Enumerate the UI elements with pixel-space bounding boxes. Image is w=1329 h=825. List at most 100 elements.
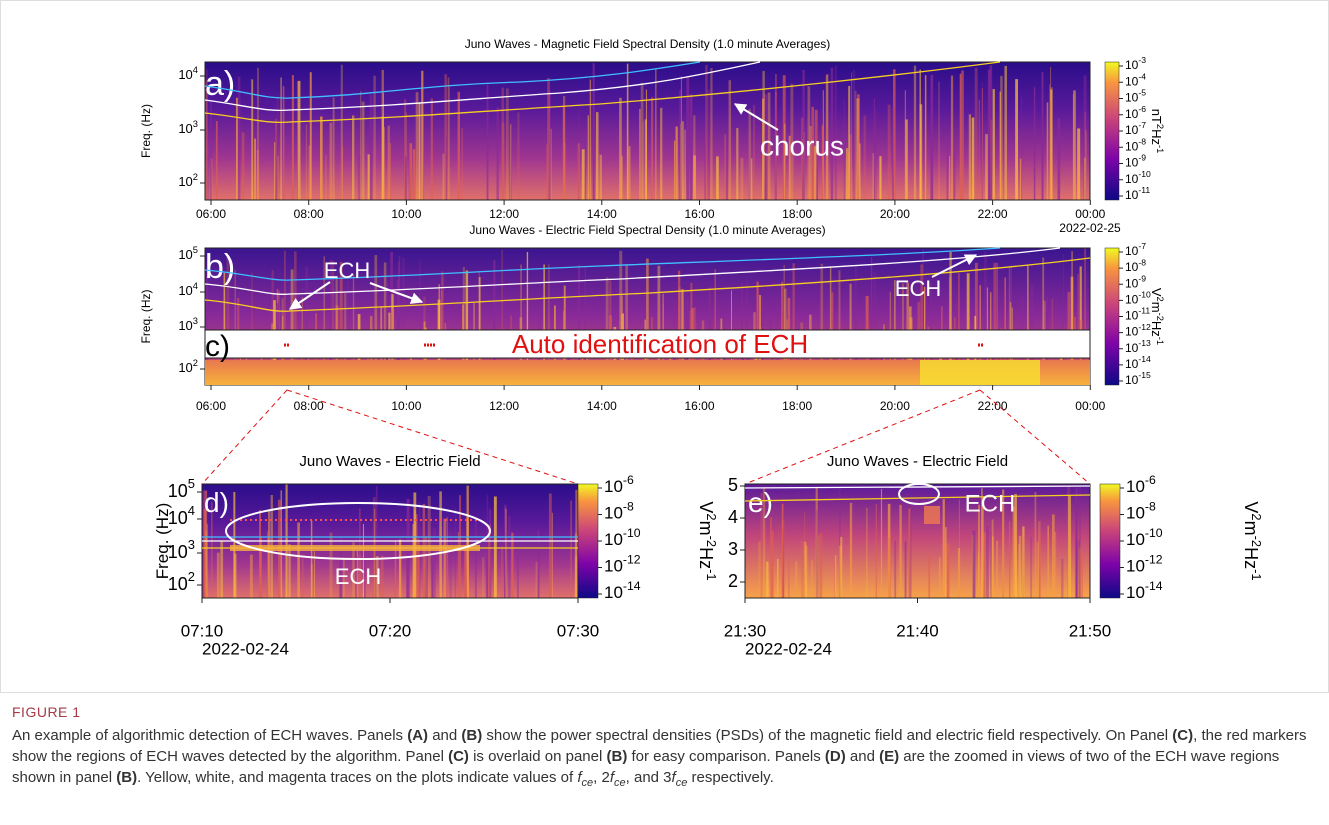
spectrogram-stripe xyxy=(508,515,511,598)
spectrogram-stripe xyxy=(892,106,894,200)
spectrogram-stripe xyxy=(1084,112,1086,200)
spectrogram-stripe xyxy=(259,509,262,598)
tick-exponent: -10 xyxy=(1138,169,1151,179)
spectrogram-stripe xyxy=(577,143,580,200)
spectrogram-stripe xyxy=(543,264,545,385)
spectrogram-stripe xyxy=(762,70,765,200)
spectrogram-stripe xyxy=(630,332,634,385)
tick-exponent: 4 xyxy=(193,65,198,75)
spectrogram-stripe xyxy=(441,271,444,385)
spectrogram-stripe xyxy=(482,557,485,598)
unit-base: nT xyxy=(1149,109,1164,124)
tick-base: 10 xyxy=(604,583,623,602)
spectrogram-stripe xyxy=(1027,264,1029,385)
spectrogram-stripe xyxy=(418,102,421,200)
spectrogram-stripe xyxy=(442,153,445,200)
colorbar-tick-label: 10-10 xyxy=(604,526,641,549)
spectrogram-stripe xyxy=(389,142,391,200)
spectrogram-stripe xyxy=(301,558,304,598)
spectrogram-stripe xyxy=(474,518,477,598)
spectrogram-stripe xyxy=(873,272,877,385)
spectrogram-stripe xyxy=(929,333,933,385)
tick-base: 10 xyxy=(1125,139,1139,153)
spectrogram-stripe xyxy=(404,156,407,200)
tick-base: 10 xyxy=(178,360,192,375)
spectrogram-stripe xyxy=(763,93,766,200)
tick-base: 10 xyxy=(1125,91,1139,105)
spectrogram-stripe xyxy=(866,507,868,598)
x-tick-label: 06:00 xyxy=(196,399,226,413)
x-tick-label: 06:00 xyxy=(196,207,226,221)
spectrogram-stripe xyxy=(849,502,853,598)
tick-base: 10 xyxy=(1125,341,1139,355)
zoom-connector xyxy=(201,389,288,485)
caption-segment: f xyxy=(609,769,615,786)
spectrogram-stripe xyxy=(362,524,365,598)
spectrogram-stripe xyxy=(920,264,924,385)
spectrogram-stripe xyxy=(811,106,815,200)
spectrogram-stripe xyxy=(839,545,843,598)
ech-band xyxy=(230,545,480,551)
spectrogram-stripe xyxy=(356,549,359,598)
spectrogram-stripe xyxy=(297,80,301,200)
spectrogram-stripe xyxy=(404,99,407,200)
tick-base: 10 xyxy=(1125,58,1139,72)
y-tick-label: 103 xyxy=(178,119,198,136)
spectrogram-stripe xyxy=(961,70,964,201)
spectrogram-stripe xyxy=(619,97,622,200)
tick-exponent: -6 xyxy=(1145,473,1156,487)
spectrogram-stripe xyxy=(578,265,580,385)
tick-exponent: -12 xyxy=(623,553,641,567)
spectrogram-stripe xyxy=(625,264,629,385)
spectrogram-stripe xyxy=(493,496,497,598)
spectrogram-stripe xyxy=(766,149,769,200)
unit-base: m xyxy=(696,521,716,536)
spectrogram-stripe xyxy=(251,79,254,200)
colorbar-tick-label: 10-8 xyxy=(1126,500,1156,523)
spectrogram-stripe xyxy=(843,98,846,200)
spectrogram-stripe xyxy=(811,560,813,598)
spectrogram-stripe xyxy=(775,74,777,200)
panel-label: e) xyxy=(748,487,773,518)
spectrogram-stripe xyxy=(415,92,419,200)
x-date-label: 2022-02-24 xyxy=(745,639,832,658)
colorbar-tick-label: 10-6 xyxy=(1126,473,1156,496)
spectrogram-stripe xyxy=(220,540,224,598)
spectrogram-stripe xyxy=(968,114,972,200)
spectrogram-stripe xyxy=(431,540,433,598)
spectrogram-stripe xyxy=(439,539,441,598)
x-tick-label: 20:00 xyxy=(880,207,910,221)
spectrogram-stripe xyxy=(879,156,882,200)
spectrogram-stripe xyxy=(689,94,693,200)
spectrogram-stripe xyxy=(202,490,205,598)
spectrogram-stripe xyxy=(537,530,540,598)
spectrogram-stripe xyxy=(677,270,681,385)
spectrogram-stripe xyxy=(958,273,960,385)
spectrogram-stripe xyxy=(457,91,461,200)
spectrogram-stripe xyxy=(433,528,436,598)
spectrogram-stripe xyxy=(355,535,358,598)
spectrogram-stripe xyxy=(875,109,877,200)
spectrogram-stripe xyxy=(1062,253,1064,385)
spectrogram-stripe xyxy=(785,98,787,200)
spectrogram-stripe xyxy=(443,518,446,598)
caption-segment: (C) xyxy=(448,748,469,765)
highlight-ellipse xyxy=(225,502,491,560)
spectrogram-stripe xyxy=(488,524,491,598)
unit-exponent: -2 xyxy=(1249,536,1264,548)
spectrogram-stripe xyxy=(848,134,852,200)
spectrogram-stripe xyxy=(587,115,589,200)
spectrogram-stripe xyxy=(971,117,975,200)
spectrogram-stripe xyxy=(913,65,917,200)
spectrogram-stripe xyxy=(581,149,585,200)
spectrogram-stripe xyxy=(360,90,362,200)
spectrogram-stripe xyxy=(675,126,678,200)
spectrogram-stripe xyxy=(651,97,654,200)
spectrogram-stripe xyxy=(1049,66,1052,200)
unit-exponent: 2 xyxy=(1155,124,1165,129)
spectrogram-stripe xyxy=(1084,248,1086,385)
colorbar-tick-label: 10-14 xyxy=(1125,354,1151,371)
spectrogram-stripe xyxy=(996,262,998,385)
spectrogram-stripe xyxy=(282,86,285,200)
tick-base: 10 xyxy=(178,318,192,333)
